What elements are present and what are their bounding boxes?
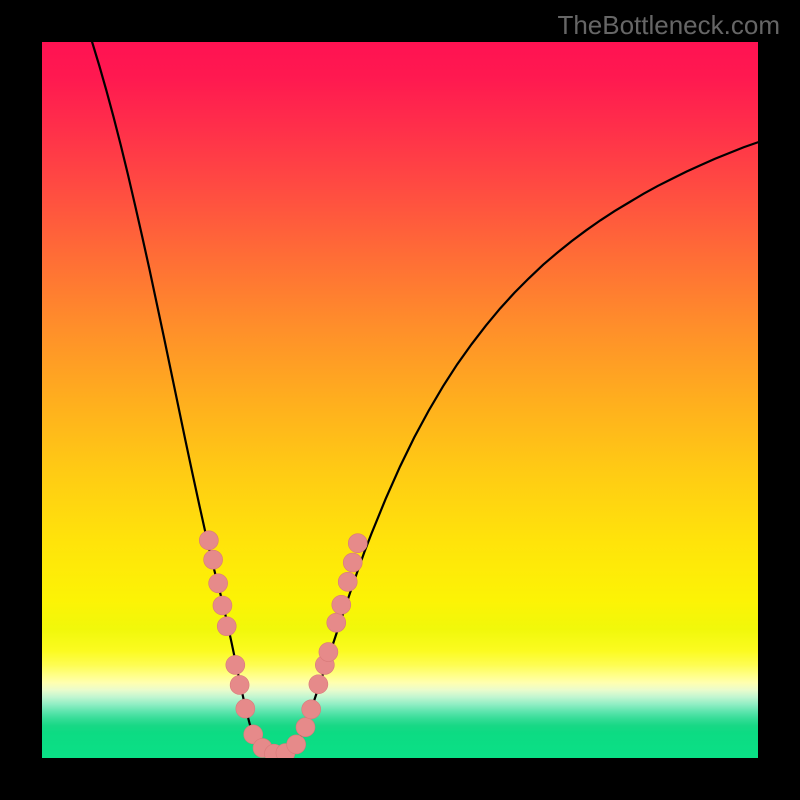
scatter-point: [209, 574, 228, 593]
scatter-point: [348, 534, 367, 553]
scatter-point: [338, 572, 357, 591]
scatter-point: [302, 700, 321, 719]
scatter-point: [230, 675, 249, 694]
scatter-point: [327, 613, 346, 632]
scatter-point: [309, 675, 328, 694]
scatter-point: [287, 735, 306, 754]
scatter-point: [332, 595, 351, 614]
scatter-point: [199, 531, 218, 550]
scatter-point: [236, 699, 255, 718]
scatter-point: [226, 655, 245, 674]
scatter-point: [213, 596, 232, 615]
scatter-point: [217, 617, 236, 636]
scatter-point: [204, 550, 223, 569]
scatter-point: [296, 718, 315, 737]
scatter-point: [319, 643, 338, 662]
plot-area: [42, 42, 758, 758]
gradient-background: [42, 42, 758, 758]
chart-svg: [42, 42, 758, 758]
scatter-point: [343, 553, 362, 572]
watermark-text: TheBottleneck.com: [557, 10, 780, 41]
